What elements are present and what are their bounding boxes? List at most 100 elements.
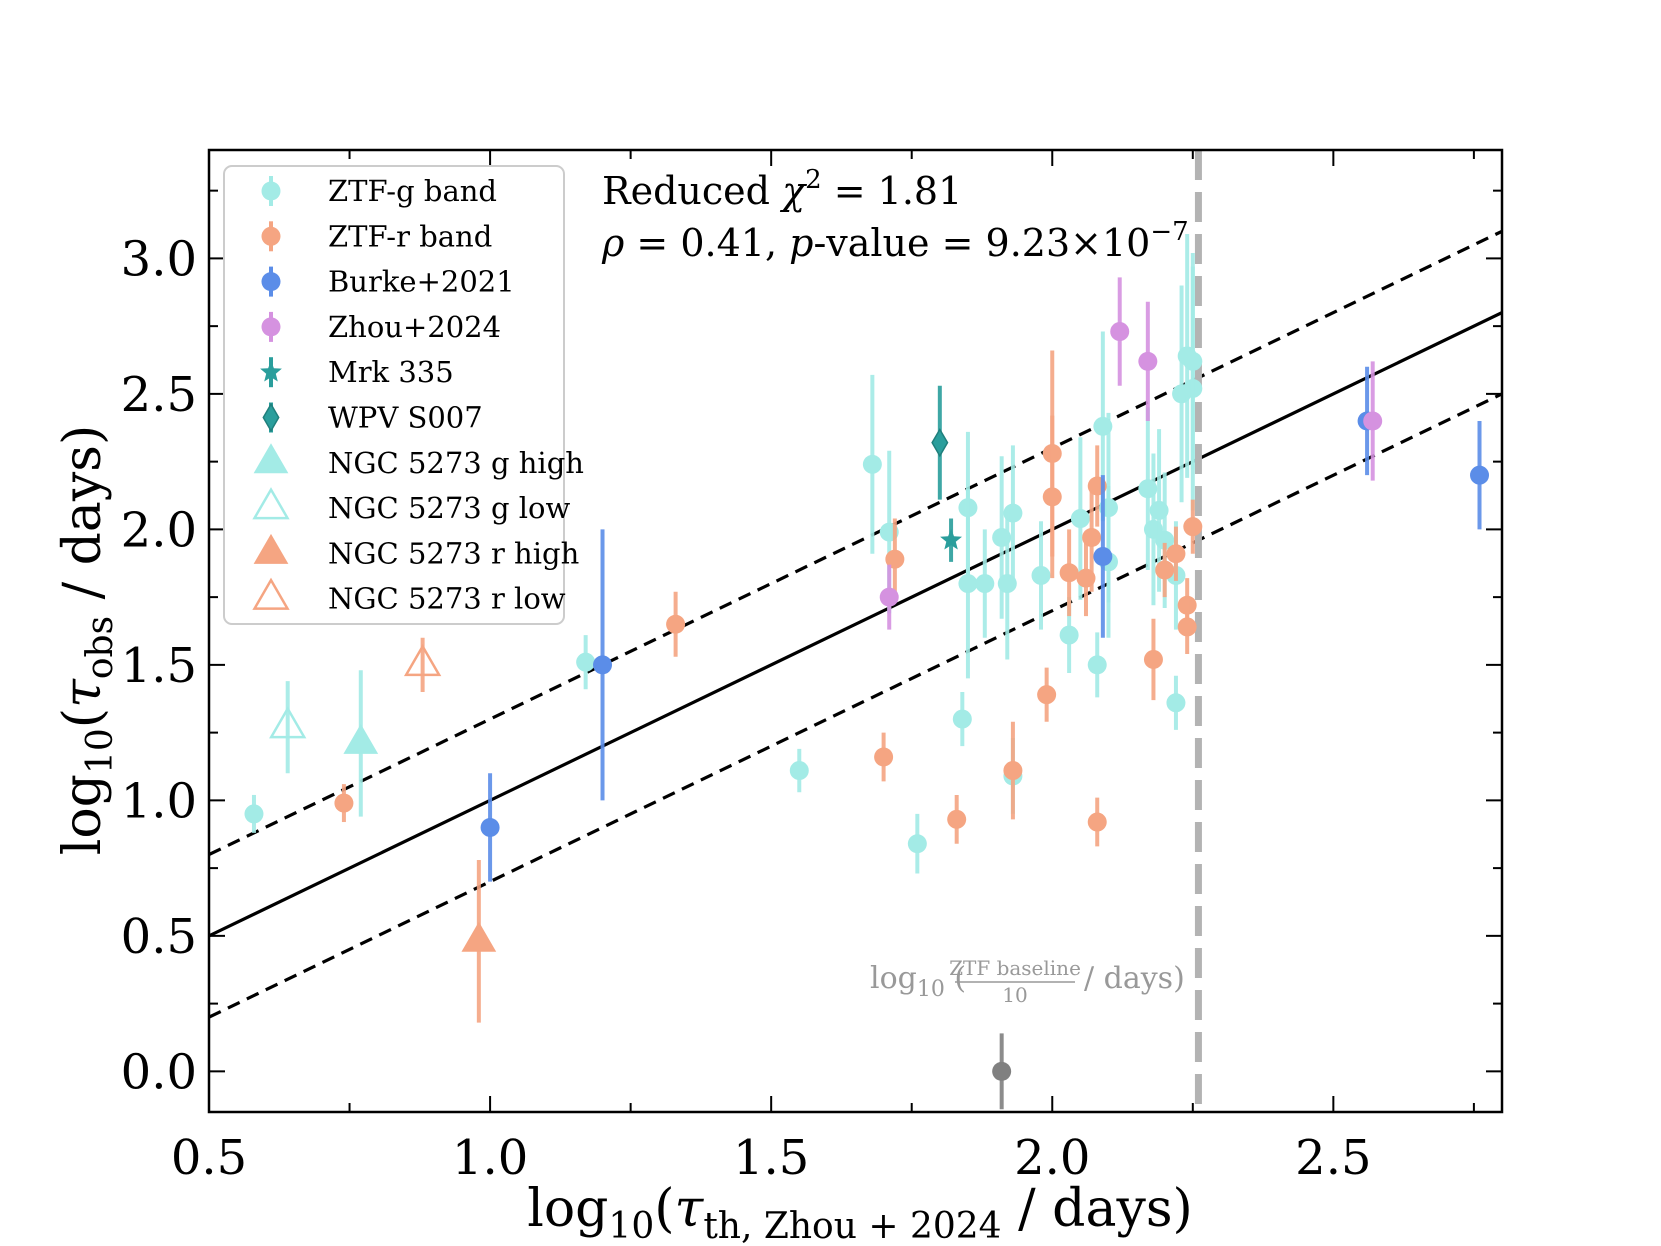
- legend-label: Burke+2021: [328, 265, 515, 299]
- data-point: [244, 804, 264, 824]
- series-mrk-335: [940, 518, 962, 562]
- data-point: [947, 809, 967, 829]
- series-ngc-5273-g-high: [343, 670, 379, 817]
- legend-label: Zhou+2024: [328, 310, 501, 344]
- legend-item: NGC 5273 r low: [252, 577, 566, 616]
- y-tick-label: 1.5: [121, 638, 197, 694]
- data-point: [576, 652, 596, 672]
- data-point: [1183, 517, 1203, 537]
- legend-marker: [261, 317, 281, 337]
- data-point: [1363, 411, 1383, 431]
- y-tick-label: 0.0: [121, 1044, 197, 1100]
- data-point: [1155, 530, 1175, 550]
- fit-lines: [209, 150, 1502, 1112]
- data-point: [1110, 322, 1130, 342]
- fit-line-upper-bound: [209, 229, 1502, 857]
- legend-marker: [262, 402, 280, 433]
- data-point: [879, 587, 899, 607]
- legend-item: Mrk 335: [260, 355, 454, 389]
- data-point: [334, 793, 354, 813]
- legend-marker: [261, 226, 281, 246]
- data-point: [975, 574, 995, 594]
- data-point: [1059, 563, 1079, 583]
- x-tick-labels: 0.5 1.0 1.5 2.0 2.5: [171, 1130, 1372, 1186]
- data-point: [1166, 544, 1186, 564]
- data-point: [1166, 693, 1186, 713]
- legend-box: [223, 165, 565, 625]
- data-point: [403, 643, 442, 677]
- legend-item: NGC 5273 r high: [253, 533, 579, 570]
- data-point: [1155, 560, 1175, 580]
- x-tick-label: 1.5: [733, 1130, 809, 1186]
- data-point: [789, 761, 809, 781]
- data-point: [907, 834, 927, 854]
- y-tick-label: 2.5: [121, 367, 197, 423]
- legend-marker: [253, 533, 289, 564]
- data-point: [1059, 625, 1079, 645]
- data-point: [1031, 565, 1051, 585]
- data-point: [1143, 649, 1163, 669]
- data-point: [1003, 761, 1023, 781]
- data-point: [269, 706, 307, 739]
- legend-item: NGC 5273 g high: [253, 443, 584, 480]
- data-point: [343, 723, 379, 754]
- legend-label: NGC 5273 r low: [328, 582, 566, 616]
- legend-marker: [252, 487, 290, 520]
- y-tick-label: 1.0: [121, 773, 197, 829]
- axis-ticks: [208, 150, 1502, 1112]
- series-zhou-2024: [879, 277, 1383, 630]
- legend-item: Zhou+2024: [261, 310, 501, 344]
- data-point: [940, 528, 962, 550]
- data-point: [931, 427, 949, 458]
- legend-label: WPV S007: [328, 401, 483, 435]
- y-axis-label: log10(τobs / days): [53, 425, 121, 856]
- legend-label: NGC 5273 g low: [328, 491, 570, 525]
- data-point: [1177, 617, 1197, 637]
- svg-text:ZTF baseline: ZTF baseline: [949, 956, 1081, 980]
- data-point: [1042, 487, 1062, 507]
- data-point: [593, 655, 613, 675]
- data-point: [952, 709, 972, 729]
- svg-text:10: 10: [1002, 983, 1027, 1007]
- x-tick-label: 1.0: [452, 1130, 528, 1186]
- legend-item: ZTF-r band: [261, 219, 492, 253]
- fit-line-best-fit: [209, 311, 1502, 938]
- data-point: [874, 747, 894, 767]
- data-point: [885, 549, 905, 569]
- legend: ZTF-g band ZTF-r band Burke+2021 Zhou+2024 M…: [252, 174, 584, 616]
- legend-label: ZTF-g band: [328, 174, 497, 208]
- x-tick-label: 2.0: [1014, 1130, 1090, 1186]
- series-ngc-5273-r-low: [403, 637, 442, 692]
- series-outlier: [992, 1033, 1012, 1110]
- x-tick-label: 0.5: [171, 1130, 247, 1186]
- y-tick-label: 0.5: [121, 909, 197, 965]
- x-axis-label: log10(τth, Zhou + 2024 / days): [527, 1179, 1193, 1246]
- fit-line-lower-bound: [209, 392, 1502, 1019]
- data-point: [958, 574, 978, 594]
- legend-marker: [261, 181, 281, 201]
- series-ngc-5273-r-high: [461, 859, 497, 1023]
- legend-marker: [261, 272, 281, 292]
- data-point: [1037, 685, 1057, 705]
- data-point: [480, 817, 500, 837]
- data-point: [1093, 546, 1113, 566]
- series-burke-2021: [480, 366, 1490, 882]
- legend-label: NGC 5273 g high: [328, 446, 584, 480]
- legend-item: WPV S007: [262, 401, 483, 435]
- plot-frame: [207, 148, 1504, 1114]
- data-point: [1082, 528, 1102, 548]
- chi2-annotation: Reduced χ2 = 1.81: [602, 165, 962, 213]
- data-point: [1087, 812, 1107, 832]
- data-point: [666, 614, 686, 634]
- data-point: [1138, 351, 1158, 371]
- rho-annotation: ρ = 0.41, p-value = 9.23×10−7: [601, 217, 1189, 265]
- legend-marker: [252, 577, 290, 610]
- series-wpv-s007: [931, 385, 949, 500]
- legend-marker: [260, 360, 282, 382]
- legend-label: ZTF-r band: [328, 219, 492, 253]
- y-tick-label: 2.0: [121, 502, 197, 558]
- data-point: [862, 454, 882, 474]
- legend-item: ZTF-g band: [261, 174, 497, 208]
- series-ngc-5273-g-low: [269, 681, 307, 774]
